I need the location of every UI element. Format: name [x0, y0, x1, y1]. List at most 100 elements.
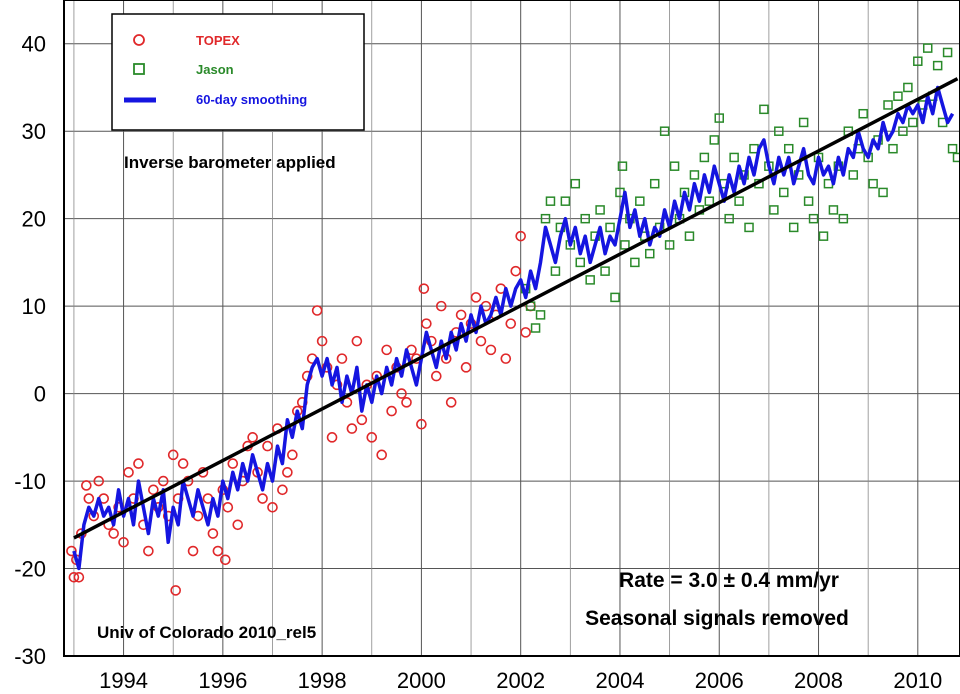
topex-point	[520, 327, 531, 338]
jason-point	[952, 152, 960, 163]
jason-point	[630, 257, 640, 268]
jason-point	[783, 143, 794, 154]
jason-point	[635, 196, 645, 206]
x-tick-label: 2000	[397, 668, 446, 693]
legend-jason-label: Jason	[196, 62, 234, 77]
y-tick-label: -10	[14, 469, 46, 494]
y-tick-label: -30	[14, 644, 46, 669]
jason-point	[808, 213, 819, 224]
jason-point	[714, 113, 724, 123]
topex-point	[435, 300, 447, 312]
jason-point	[560, 196, 571, 206]
jason-point	[664, 240, 675, 250]
jason-point	[898, 126, 908, 136]
x-tick-label: 2008	[794, 668, 843, 693]
jason-point	[585, 275, 595, 285]
topex-point	[455, 309, 467, 321]
jason-point	[595, 205, 605, 215]
topex-point	[351, 335, 363, 347]
topex-point	[73, 571, 85, 583]
topex-point	[277, 484, 288, 496]
x-tick-label: 2006	[695, 668, 744, 693]
jason-point	[734, 196, 744, 206]
y-tick-label: 40	[22, 32, 46, 57]
y-tick-label: -20	[14, 557, 46, 582]
jason-point	[838, 213, 849, 224]
x-tick-label: 2010	[893, 668, 942, 693]
jason-point	[769, 205, 779, 215]
rate-annotation: Rate = 3.0 ± 0.4 mm/yr	[619, 569, 839, 592]
topex-point	[326, 432, 338, 443]
jason-point	[888, 143, 898, 154]
topex-point	[207, 528, 219, 539]
legend-topex-marker	[133, 34, 145, 46]
topex-point	[187, 545, 199, 557]
topex-point	[232, 519, 244, 531]
jason-point	[530, 323, 541, 333]
legend-box	[111, 13, 365, 131]
jason-point	[858, 108, 868, 119]
y-tick-label: 20	[22, 207, 46, 232]
topex-point	[66, 545, 77, 557]
jason-point	[610, 292, 620, 303]
topex-point	[510, 265, 522, 277]
topex-point	[346, 423, 358, 434]
jason-point	[605, 222, 615, 233]
jason-point	[803, 196, 814, 206]
topex-point	[262, 440, 273, 452]
jason-point	[947, 143, 958, 154]
topex-point	[416, 418, 427, 430]
topex-point	[401, 397, 412, 408]
topex-point	[83, 493, 95, 504]
jason-point	[828, 205, 839, 215]
x-tick-label: 2002	[496, 668, 545, 693]
topex-point	[430, 370, 442, 382]
topex-point	[227, 458, 239, 469]
legend-smoothing-label: 60-day smoothing	[196, 92, 307, 107]
plot-frame	[63, 0, 960, 657]
jason-point	[932, 60, 943, 71]
topex-point	[418, 283, 430, 294]
jason-point	[774, 126, 784, 136]
x-tick-label: 1996	[198, 668, 247, 693]
jason-point	[744, 222, 754, 233]
jason-point	[617, 161, 628, 171]
jason-point	[922, 43, 933, 53]
x-axis-ticks: 1994 1996 1998 2000 2002 2004 2006 2008 2010	[99, 668, 942, 693]
topex-point	[143, 545, 154, 557]
jason-point	[704, 196, 715, 206]
topex-point	[336, 353, 348, 364]
jason-point	[759, 104, 769, 115]
topex-point	[93, 475, 105, 487]
topex-point	[376, 449, 387, 461]
topex-point	[177, 458, 189, 469]
jason-point	[535, 310, 546, 320]
topex-point	[148, 484, 159, 496]
topex-point	[470, 292, 482, 303]
topex-point	[386, 405, 397, 417]
topex-point	[81, 480, 92, 491]
jason-point	[689, 170, 700, 180]
topex-point	[500, 353, 512, 364]
topex-point	[287, 449, 298, 461]
jason-point	[913, 56, 923, 66]
topex-point	[222, 502, 234, 513]
source-annotation: Univ of Colorado 2010_rel5	[97, 623, 316, 642]
topex-point	[311, 305, 323, 316]
jason-point	[779, 187, 789, 198]
topex-point	[118, 536, 129, 548]
x-tick-label: 2004	[595, 668, 644, 693]
topex-point	[505, 318, 517, 329]
seasonal-annotation: Seasonal signals removed	[585, 607, 849, 630]
topex-point	[381, 344, 392, 356]
smoothing-line	[72, 85, 955, 571]
linear-trend	[73, 77, 959, 540]
jason-point	[580, 213, 590, 224]
topex-point	[445, 397, 457, 408]
jason-point	[798, 117, 809, 128]
y-tick-label: 10	[22, 294, 46, 319]
jason-point	[649, 178, 660, 189]
jason-point	[540, 213, 551, 224]
jason-point	[550, 266, 561, 276]
topex-point	[366, 432, 378, 443]
